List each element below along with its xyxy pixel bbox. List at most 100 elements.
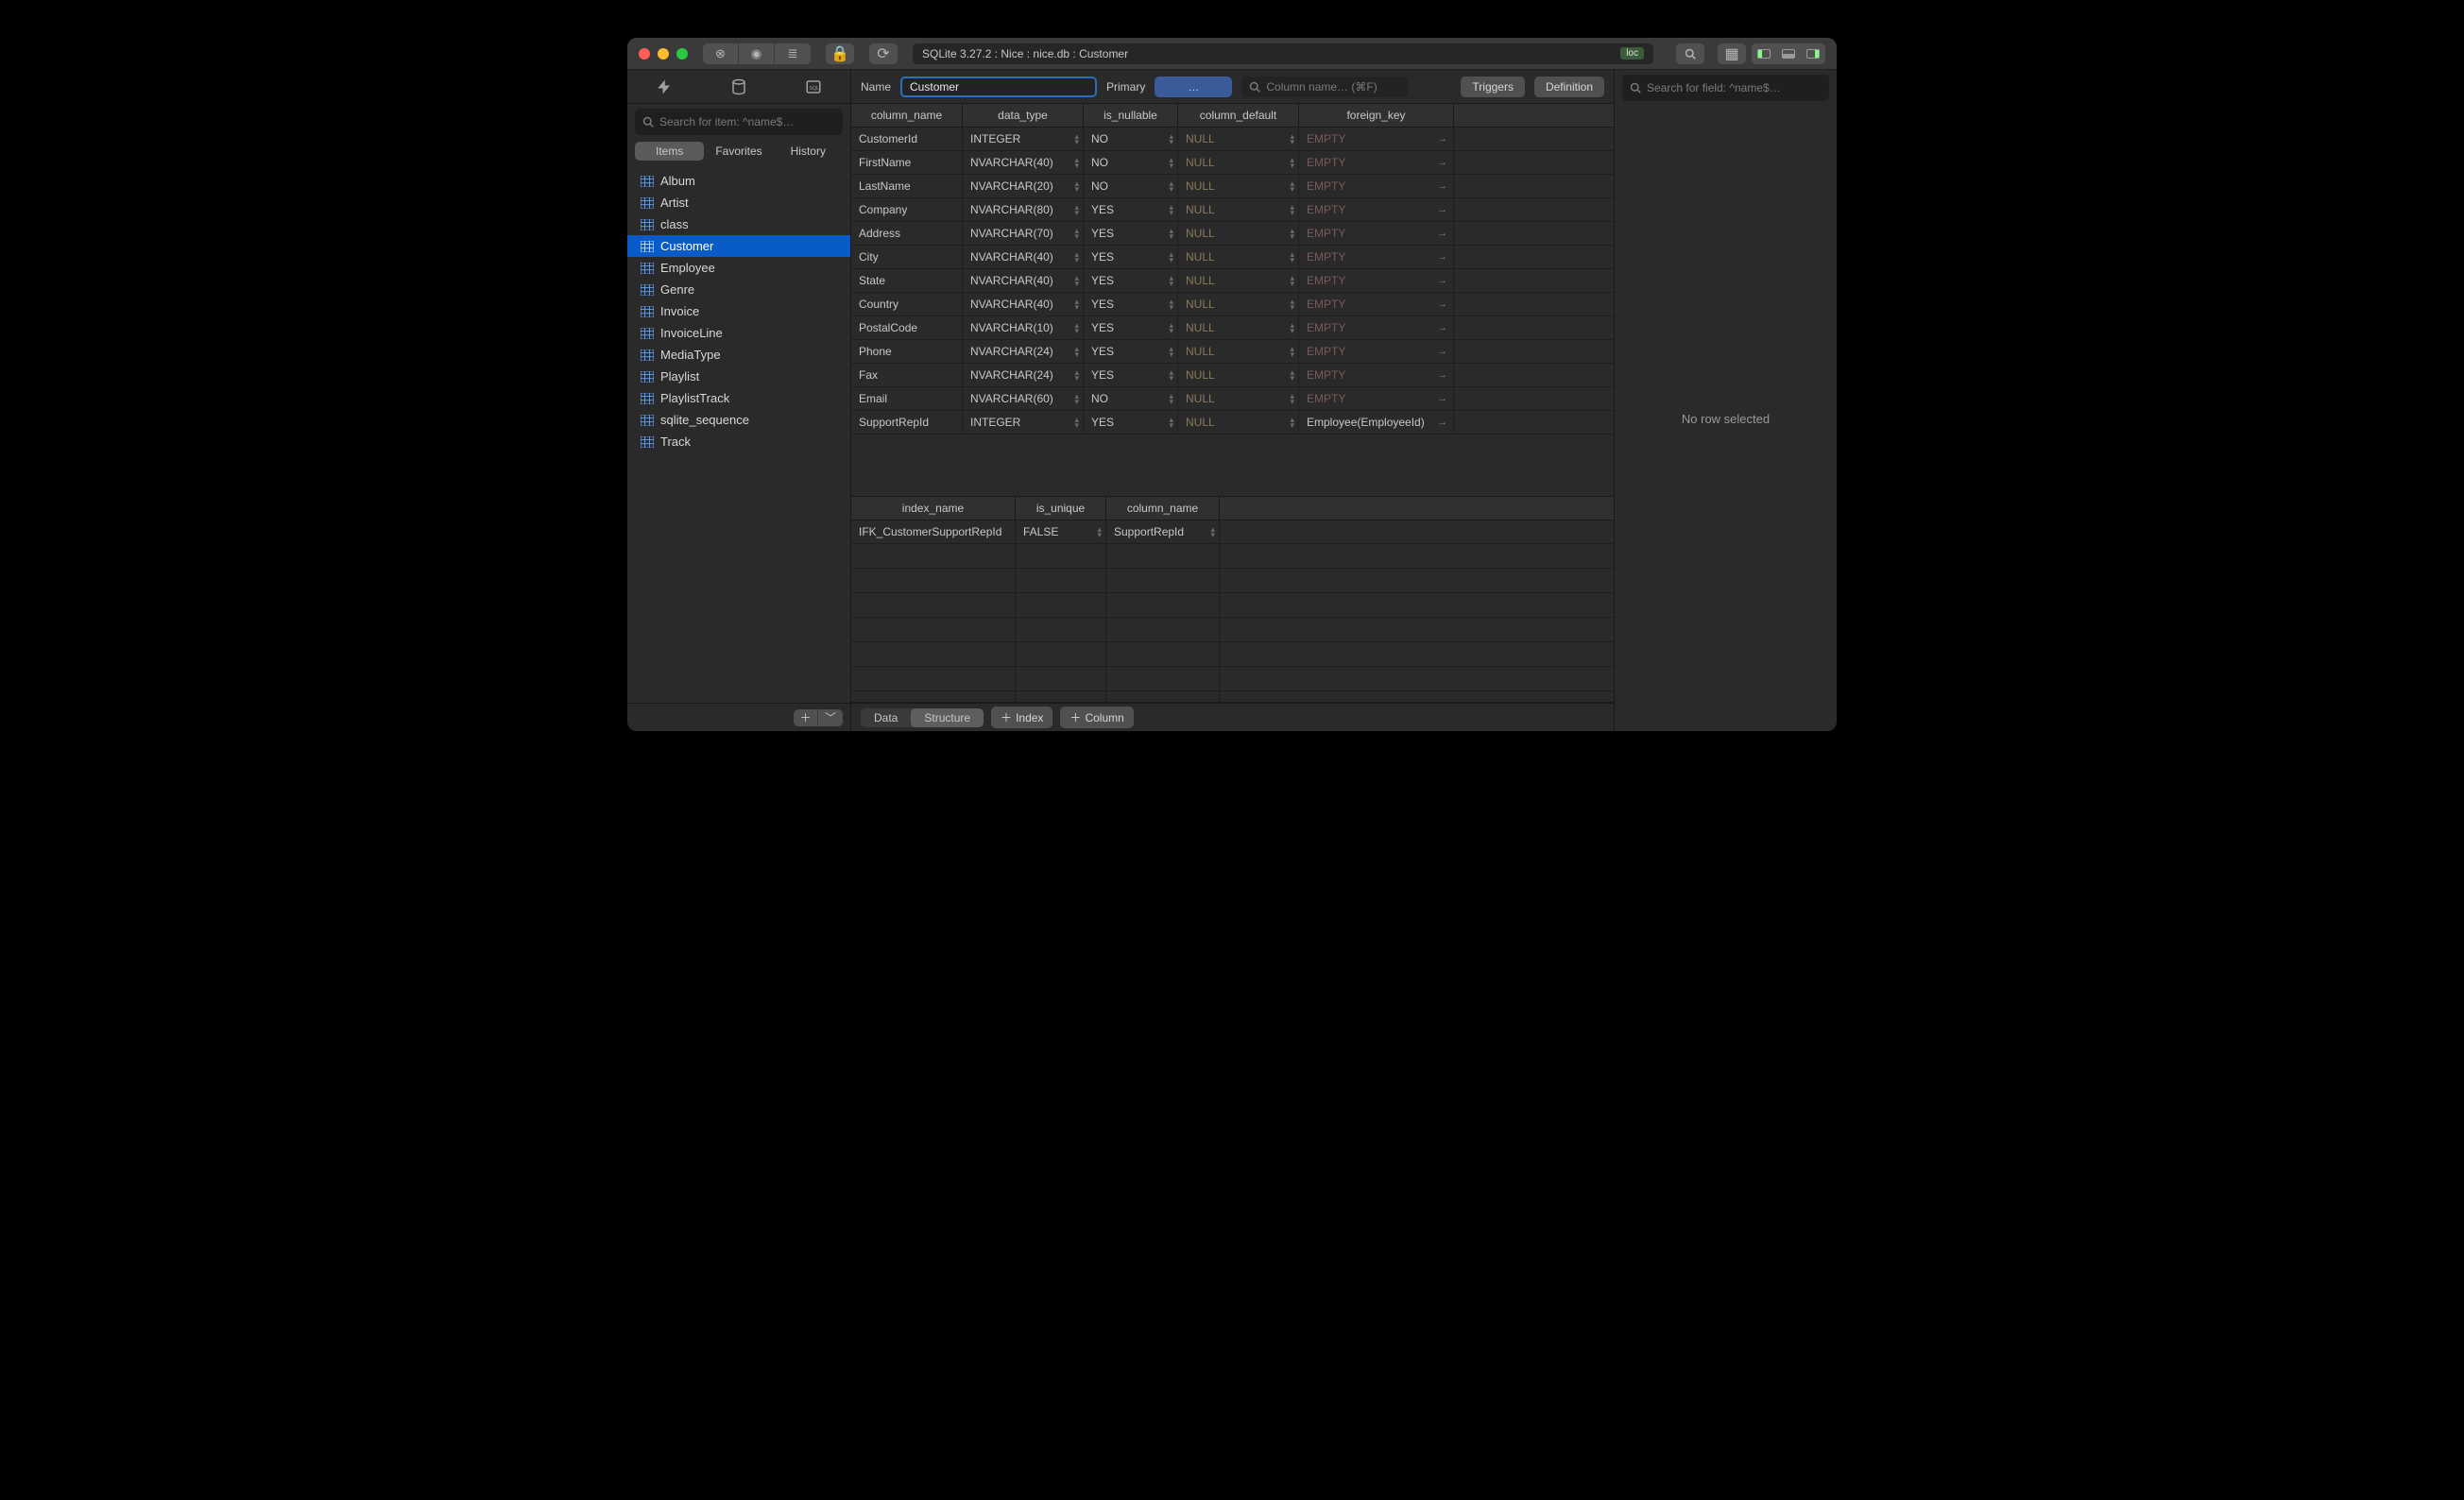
primary-key-select[interactable]: … bbox=[1155, 77, 1232, 97]
cell-nullable[interactable]: NO▴▾ bbox=[1084, 387, 1178, 410]
sidebar-search[interactable]: Search for item: ^name$… bbox=[635, 109, 843, 135]
cell-fk[interactable]: EMPTY→ bbox=[1299, 293, 1454, 315]
cell-default[interactable]: NULL▴▾ bbox=[1178, 364, 1299, 386]
table-row[interactable]: AddressNVARCHAR(70)▴▾YES▴▾NULL▴▾EMPTY→ bbox=[851, 222, 1614, 246]
sidebar-item-artist[interactable]: Artist bbox=[627, 192, 850, 213]
idx-header-is_unique[interactable]: is_unique bbox=[1016, 497, 1106, 520]
col-header-data_type[interactable]: data_type bbox=[963, 104, 1084, 127]
cell-name[interactable]: Address bbox=[851, 222, 963, 245]
index-grid[interactable]: index_nameis_uniquecolumn_name IFK_Custo… bbox=[851, 496, 1614, 702]
sidebar-item-sqlite_sequence[interactable]: sqlite_sequence bbox=[627, 409, 850, 431]
sidebar-item-employee[interactable]: Employee bbox=[627, 257, 850, 279]
cell-type[interactable]: NVARCHAR(40)▴▾ bbox=[963, 293, 1084, 315]
cell-name[interactable]: SupportRepId bbox=[851, 411, 963, 434]
sidebar-item-genre[interactable]: Genre bbox=[627, 279, 850, 300]
cell-nullable[interactable]: YES▴▾ bbox=[1084, 316, 1178, 339]
table-row[interactable]: CompanyNVARCHAR(80)▴▾YES▴▾NULL▴▾EMPTY→ bbox=[851, 198, 1614, 222]
minimize-window-btn[interactable] bbox=[658, 48, 669, 60]
footer-seg-structure[interactable]: Structure bbox=[911, 708, 984, 727]
cell-name[interactable]: PostalCode bbox=[851, 316, 963, 339]
col-header-column_name[interactable]: column_name bbox=[851, 104, 963, 127]
cell-name[interactable]: Company bbox=[851, 198, 963, 221]
cell-type[interactable]: NVARCHAR(10)▴▾ bbox=[963, 316, 1084, 339]
cell-default[interactable]: NULL▴▾ bbox=[1178, 246, 1299, 268]
sidebar-item-invoice[interactable]: Invoice bbox=[627, 300, 850, 322]
cell-default[interactable]: NULL▴▾ bbox=[1178, 198, 1299, 221]
sidebar-item-album[interactable]: Album bbox=[627, 170, 850, 192]
cell-type[interactable]: NVARCHAR(40)▴▾ bbox=[963, 269, 1084, 292]
cell-nullable[interactable]: YES▴▾ bbox=[1084, 246, 1178, 268]
cell-name[interactable]: Email bbox=[851, 387, 963, 410]
sidebar-tab-sql-icon[interactable]: SQL bbox=[776, 70, 850, 103]
sidebar-tab-db-icon[interactable] bbox=[702, 70, 777, 103]
cell-default[interactable]: NULL▴▾ bbox=[1178, 316, 1299, 339]
cell-type[interactable]: NVARCHAR(24)▴▾ bbox=[963, 364, 1084, 386]
table-name-input[interactable] bbox=[900, 77, 1097, 97]
cell-fk[interactable]: EMPTY→ bbox=[1299, 269, 1454, 292]
zoom-window-btn[interactable] bbox=[676, 48, 688, 60]
cell-fk[interactable]: EMPTY→ bbox=[1299, 198, 1454, 221]
idx-cell-unique[interactable]: FALSE▴▾ bbox=[1016, 520, 1106, 543]
cell-type[interactable]: NVARCHAR(20)▴▾ bbox=[963, 175, 1084, 197]
cell-name[interactable]: CustomerId bbox=[851, 128, 963, 150]
table-row[interactable]: CustomerIdINTEGER▴▾NO▴▾NULL▴▾EMPTY→ bbox=[851, 128, 1614, 151]
add-column-button[interactable]: ＋ Column bbox=[1060, 707, 1133, 728]
cell-name[interactable]: State bbox=[851, 269, 963, 292]
cell-default[interactable]: NULL▴▾ bbox=[1178, 387, 1299, 410]
cell-nullable[interactable]: NO▴▾ bbox=[1084, 151, 1178, 174]
cell-default[interactable]: NULL▴▾ bbox=[1178, 411, 1299, 434]
cell-default[interactable]: NULL▴▾ bbox=[1178, 151, 1299, 174]
cell-default[interactable]: NULL▴▾ bbox=[1178, 128, 1299, 150]
table-row[interactable]: PhoneNVARCHAR(24)▴▾YES▴▾NULL▴▾EMPTY→ bbox=[851, 340, 1614, 364]
cell-fk[interactable]: EMPTY→ bbox=[1299, 316, 1454, 339]
cell-type[interactable]: NVARCHAR(70)▴▾ bbox=[963, 222, 1084, 245]
chevron-down-icon[interactable]: ﹀ bbox=[818, 709, 843, 726]
search-icon[interactable] bbox=[1676, 43, 1704, 64]
idx-cell-column[interactable]: SupportRepId▴▾ bbox=[1106, 520, 1220, 543]
cell-nullable[interactable]: NO▴▾ bbox=[1084, 175, 1178, 197]
sidebar-add-menu[interactable]: ＋ ﹀ bbox=[794, 709, 843, 726]
cell-type[interactable]: NVARCHAR(60)▴▾ bbox=[963, 387, 1084, 410]
columns-grid[interactable]: column_namedata_typeis_nullablecolumn_de… bbox=[851, 104, 1614, 496]
cell-nullable[interactable]: YES▴▾ bbox=[1084, 198, 1178, 221]
list-icon[interactable]: ≣ bbox=[775, 43, 811, 64]
sidebar-segment-favorites[interactable]: Favorites bbox=[704, 142, 773, 161]
table-row[interactable]: LastNameNVARCHAR(20)▴▾NO▴▾NULL▴▾EMPTY→ bbox=[851, 175, 1614, 198]
cell-name[interactable]: Country bbox=[851, 293, 963, 315]
reload-icon[interactable]: ⟳ bbox=[869, 43, 898, 64]
cell-type[interactable]: INTEGER▴▾ bbox=[963, 411, 1084, 434]
left-pane-toggle[interactable] bbox=[1752, 43, 1776, 64]
cell-fk[interactable]: EMPTY→ bbox=[1299, 222, 1454, 245]
table-row[interactable]: FirstNameNVARCHAR(40)▴▾NO▴▾NULL▴▾EMPTY→ bbox=[851, 151, 1614, 175]
cell-fk[interactable]: EMPTY→ bbox=[1299, 340, 1454, 363]
cell-nullable[interactable]: YES▴▾ bbox=[1084, 364, 1178, 386]
table-row[interactable]: SupportRepIdINTEGER▴▾YES▴▾NULL▴▾Employee… bbox=[851, 411, 1614, 435]
cell-type[interactable]: NVARCHAR(24)▴▾ bbox=[963, 340, 1084, 363]
footer-seg-data[interactable]: Data bbox=[861, 708, 911, 727]
cell-name[interactable]: Phone bbox=[851, 340, 963, 363]
cell-nullable[interactable]: NO▴▾ bbox=[1084, 128, 1178, 150]
cell-name[interactable]: City bbox=[851, 246, 963, 268]
definition-button[interactable]: Definition bbox=[1534, 77, 1604, 97]
cell-name[interactable]: LastName bbox=[851, 175, 963, 197]
cell-nullable[interactable]: YES▴▾ bbox=[1084, 340, 1178, 363]
sidebar-item-customer[interactable]: Customer bbox=[627, 235, 850, 257]
cell-type[interactable]: NVARCHAR(40)▴▾ bbox=[963, 151, 1084, 174]
cell-fk[interactable]: EMPTY→ bbox=[1299, 151, 1454, 174]
table-row[interactable]: EmailNVARCHAR(60)▴▾NO▴▾NULL▴▾EMPTY→ bbox=[851, 387, 1614, 411]
col-header-is_nullable[interactable]: is_nullable bbox=[1084, 104, 1178, 127]
breadcrumb[interactable]: SQLite 3.27.2 : Nice : nice.db : Custome… bbox=[913, 43, 1653, 64]
cell-name[interactable]: FirstName bbox=[851, 151, 963, 174]
sidebar-item-class[interactable]: class bbox=[627, 213, 850, 235]
inspector-search[interactable]: Search for field: ^name$… bbox=[1622, 75, 1829, 101]
cell-fk[interactable]: EMPTY→ bbox=[1299, 128, 1454, 150]
sidebar-tab-bolt-icon[interactable] bbox=[627, 70, 702, 103]
index-row[interactable]: IFK_CustomerSupportRepIdFALSE▴▾SupportRe… bbox=[851, 520, 1614, 544]
lock-icon[interactable]: 🔒 bbox=[826, 43, 854, 64]
table-row[interactable]: CityNVARCHAR(40)▴▾YES▴▾NULL▴▾EMPTY→ bbox=[851, 246, 1614, 269]
cell-default[interactable]: NULL▴▾ bbox=[1178, 269, 1299, 292]
table-row[interactable]: FaxNVARCHAR(24)▴▾YES▴▾NULL▴▾EMPTY→ bbox=[851, 364, 1614, 387]
sidebar-item-track[interactable]: Track bbox=[627, 431, 850, 452]
cell-default[interactable]: NULL▴▾ bbox=[1178, 340, 1299, 363]
add-index-button[interactable]: ＋ Index bbox=[991, 707, 1052, 728]
